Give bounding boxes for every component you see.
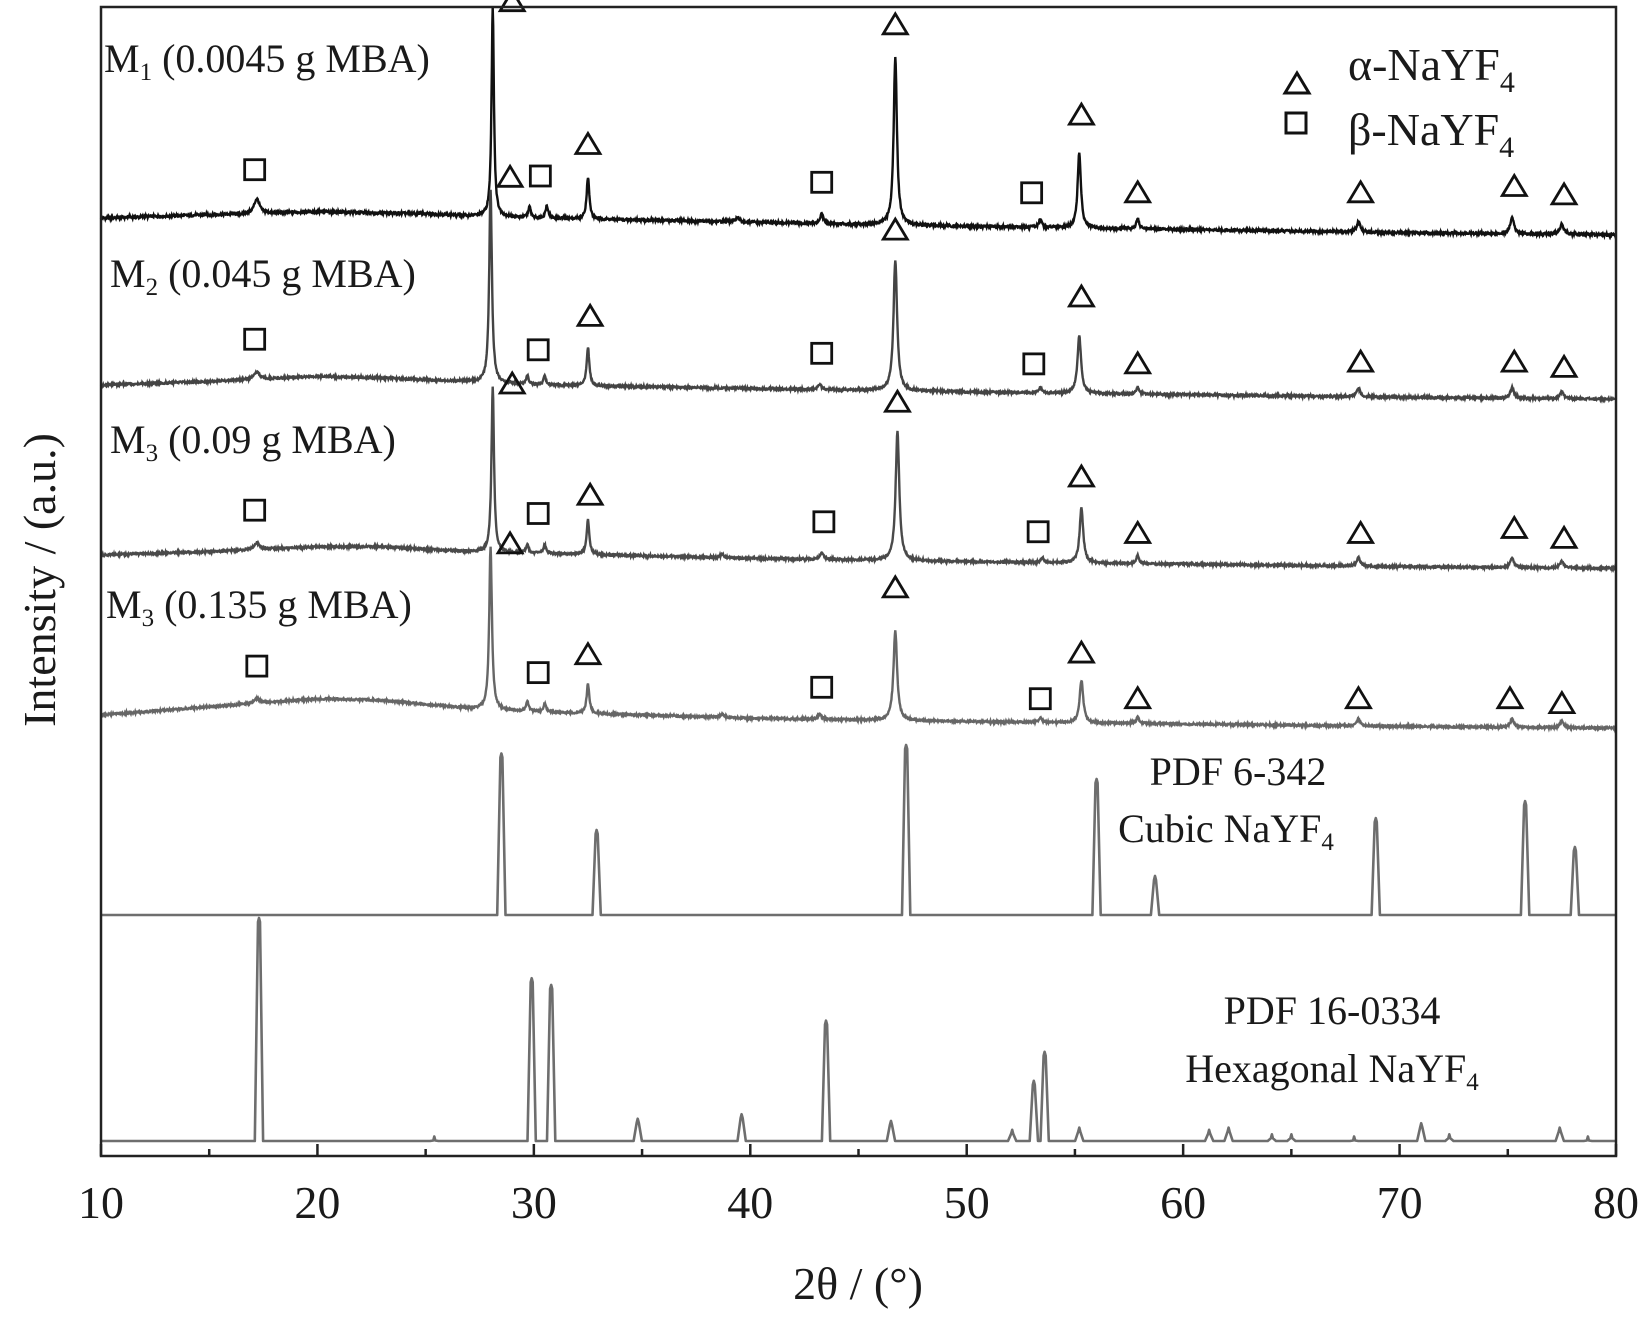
alpha-marker-icon-m2-0 (495, 163, 525, 188)
x-tick-label: 80 (1593, 1177, 1639, 1228)
alpha-marker-icon-m3-4 (1123, 519, 1153, 544)
series-label-m4: M3 (0.135 g MBA) (106, 582, 412, 632)
beta-marker-icon-m3-0 (243, 498, 267, 522)
beta-marker-icon-m4-0 (245, 654, 269, 678)
alpha-marker-icon-m3-5 (1346, 519, 1376, 544)
reference-pattern-cubic (101, 743, 1616, 917)
alpha-marker-icon-m2-7 (1549, 353, 1579, 378)
alpha-marker-icon-m3-1 (575, 481, 605, 506)
ref-label-cubic-line2: Cubic NaYF4 (1118, 806, 1334, 856)
series-label-m3: M3 (0.09 g MBA) (110, 417, 396, 467)
alpha-marker-icon-m2-2 (880, 216, 910, 241)
alpha-marker-icon-m3-3 (1066, 463, 1096, 488)
alpha-marker-icon-m2-6 (1499, 348, 1529, 373)
alpha-marker-icon-m4-2 (880, 574, 910, 599)
beta-marker-icon-m4-3 (1028, 687, 1052, 711)
alpha-marker-icon-m3-0 (497, 370, 527, 395)
ref-label-hex-line2: Hexagonal NaYF4 (1185, 1046, 1479, 1096)
legend-triangle-icon (1282, 70, 1312, 95)
beta-marker-icon-m2-2 (810, 341, 834, 365)
alpha-marker-icon-m4-5 (1343, 684, 1373, 710)
series-label-m2: M2 (0.045 g MBA) (110, 251, 416, 301)
alpha-marker-icon-m4-7 (1547, 689, 1577, 714)
x-tick-label: 60 (1160, 1177, 1206, 1228)
x-tick-label: 20 (294, 1177, 340, 1228)
alpha-marker-icon-m1-2 (880, 11, 910, 36)
x-tick-label: 40 (727, 1177, 773, 1228)
alpha-marker-icon-m1-5 (1346, 179, 1376, 204)
alpha-marker-icon-m1-6 (1499, 172, 1529, 197)
beta-marker-icon-m4-2 (810, 675, 834, 699)
ref-label-cubic-line1: PDF 6-342 (1150, 749, 1327, 794)
x-axis: 10 20 30 40 50 60 70 80 (78, 1144, 1639, 1228)
reference-pattern-hexagonal (101, 916, 1616, 1143)
alpha-marker-icon-m3-7 (1549, 524, 1579, 549)
alpha-marker-icon-m3-2 (882, 388, 912, 413)
beta-marker-icon-m4-1 (526, 661, 550, 685)
x-tick-label: 30 (511, 1177, 557, 1228)
legend: α-NaYF4 β-NaYF4 (1282, 39, 1515, 164)
alpha-marker-icon-m1-1 (573, 130, 603, 155)
x-tick-label: 70 (1377, 1177, 1423, 1228)
series-line-m4 (100, 546, 1617, 734)
x-tick-label: 10 (78, 1177, 124, 1228)
beta-marker-icon-m2-0 (243, 327, 267, 351)
alpha-marker-icon-m1-0 (497, 0, 527, 13)
beta-marker-icon-m1-3 (1020, 181, 1044, 205)
beta-marker-icon-m3-1 (526, 502, 550, 525)
plot-area (99, 0, 1618, 1143)
alpha-marker-icon-m1-4 (1123, 179, 1153, 204)
series-line-m3 (100, 386, 1617, 574)
alpha-marker-icon-m3-6 (1499, 514, 1529, 539)
alpha-marker-icon-m2-1 (575, 302, 605, 327)
alpha-marker-icon-m1-3 (1066, 101, 1096, 126)
x-axis-label: 2θ / (°) (793, 1258, 923, 1309)
legend-label-beta: β-NaYF4 (1348, 104, 1514, 164)
beta-marker-icon-m1-1 (528, 164, 552, 188)
alpha-marker-icon-m1-7 (1549, 181, 1579, 206)
series-line-m1 (99, 6, 1617, 241)
ref-label-hex-line1: PDF 16-0334 (1224, 988, 1441, 1033)
legend-label-alpha: α-NaYF4 (1348, 39, 1515, 99)
beta-marker-icon-m2-3 (1022, 352, 1046, 376)
beta-marker-icon-m3-3 (1026, 520, 1050, 544)
alpha-marker-icon-m4-6 (1495, 684, 1525, 710)
beta-marker-icon-m1-0 (243, 158, 267, 182)
alpha-marker-icon-m2-3 (1066, 283, 1096, 308)
series-line-m2 (99, 189, 1618, 404)
series-labels: M1 (0.0045 g MBA) M2 (0.045 g MBA) M3 (0… (104, 36, 1479, 1096)
alpha-marker-icon-m4-0 (495, 530, 525, 555)
alpha-marker-icon-m2-4 (1123, 350, 1153, 375)
alpha-marker-icon-m4-4 (1123, 684, 1153, 710)
alpha-marker-icon-m4-3 (1066, 639, 1096, 664)
legend-square-icon (1284, 111, 1308, 135)
beta-marker-icon-m1-2 (810, 170, 834, 194)
alpha-marker-icon-m2-5 (1346, 348, 1376, 373)
series-label-m1: M1 (0.0045 g MBA) (104, 36, 430, 86)
alpha-marker-icon-m4-1 (573, 640, 603, 666)
beta-marker-icon-m3-2 (812, 510, 836, 534)
x-tick-label: 50 (944, 1177, 990, 1228)
beta-marker-icon-m2-1 (526, 338, 550, 362)
y-axis-label: Intensity / (a.u.) (14, 433, 65, 727)
